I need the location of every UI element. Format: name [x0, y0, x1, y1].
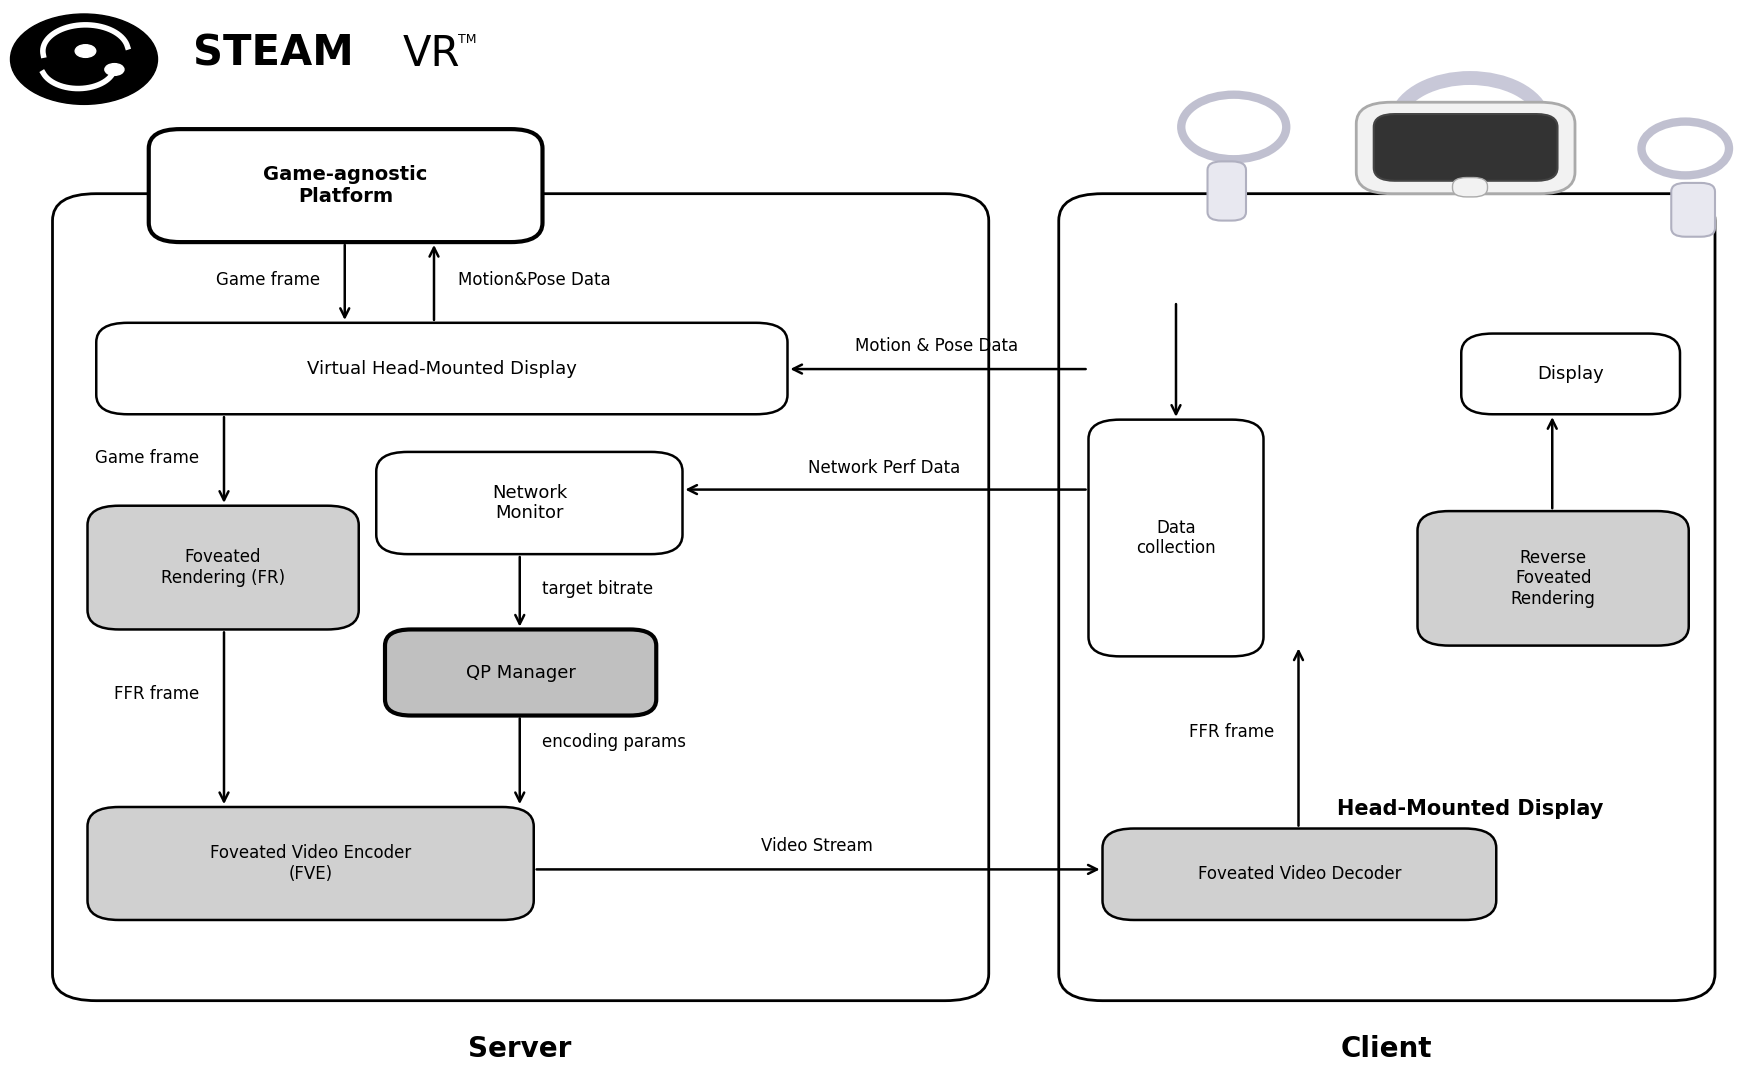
Text: FFR frame: FFR frame — [114, 685, 200, 703]
Circle shape — [70, 41, 102, 61]
FancyBboxPatch shape — [149, 129, 542, 242]
FancyBboxPatch shape — [52, 194, 989, 1001]
Text: Game frame: Game frame — [217, 271, 320, 288]
Text: QP Manager: QP Manager — [466, 664, 576, 681]
Text: Motion&Pose Data: Motion&Pose Data — [458, 271, 611, 288]
Circle shape — [75, 45, 96, 57]
FancyBboxPatch shape — [385, 629, 656, 716]
Text: Foveated
Rendering (FR): Foveated Rendering (FR) — [161, 548, 285, 587]
Text: target bitrate: target bitrate — [542, 580, 654, 597]
Text: Server: Server — [467, 1035, 572, 1063]
FancyBboxPatch shape — [376, 452, 682, 554]
FancyBboxPatch shape — [1374, 114, 1558, 181]
FancyBboxPatch shape — [1088, 420, 1264, 656]
Text: Motion & Pose Data: Motion & Pose Data — [854, 337, 1018, 355]
Text: Display: Display — [1536, 365, 1605, 383]
Text: Foveated Video Encoder
(FVE): Foveated Video Encoder (FVE) — [210, 844, 411, 883]
Text: Head-Mounted Display: Head-Mounted Display — [1337, 799, 1603, 819]
FancyBboxPatch shape — [1452, 178, 1488, 197]
FancyBboxPatch shape — [1059, 194, 1715, 1001]
Circle shape — [105, 63, 124, 75]
FancyBboxPatch shape — [88, 506, 359, 629]
FancyBboxPatch shape — [88, 807, 534, 920]
Text: encoding params: encoding params — [542, 734, 686, 751]
FancyBboxPatch shape — [1671, 183, 1715, 237]
Text: Video Stream: Video Stream — [761, 837, 873, 855]
Text: Game-agnostic
Platform: Game-agnostic Platform — [264, 165, 427, 207]
Text: STEAM: STEAM — [192, 32, 354, 75]
Text: Network Perf Data: Network Perf Data — [808, 458, 959, 477]
FancyBboxPatch shape — [1102, 829, 1496, 920]
Text: Game frame: Game frame — [96, 450, 200, 467]
Text: Client: Client — [1340, 1035, 1432, 1063]
FancyBboxPatch shape — [96, 323, 788, 414]
Text: Virtual Head-Mounted Display: Virtual Head-Mounted Display — [306, 359, 578, 378]
Circle shape — [10, 14, 157, 104]
FancyBboxPatch shape — [1418, 511, 1689, 646]
FancyBboxPatch shape — [1208, 161, 1246, 221]
FancyBboxPatch shape — [1356, 102, 1575, 194]
Text: Reverse
Foveated
Rendering: Reverse Foveated Rendering — [1510, 549, 1596, 608]
Text: Data
collection: Data collection — [1136, 519, 1216, 557]
Text: TM: TM — [458, 33, 478, 46]
Text: Network
Monitor: Network Monitor — [492, 483, 567, 523]
Text: Foveated Video Decoder: Foveated Video Decoder — [1197, 865, 1402, 883]
FancyBboxPatch shape — [1461, 334, 1680, 414]
Text: FFR frame: FFR frame — [1188, 723, 1274, 740]
Text: VR: VR — [402, 32, 460, 75]
